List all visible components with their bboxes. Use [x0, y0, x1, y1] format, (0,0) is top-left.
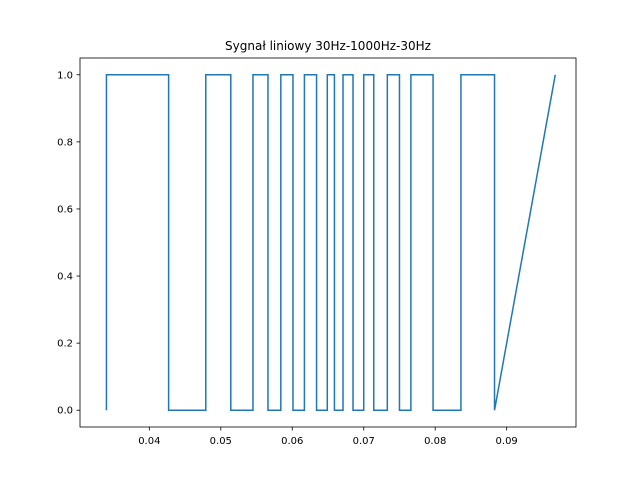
- x-tick-label: 0.08: [424, 436, 446, 447]
- y-tick-label: 0.6: [57, 204, 73, 215]
- y-tick-label: 0.2: [57, 339, 73, 350]
- x-tick-label: 0.06: [281, 436, 303, 447]
- axes: 0.04 0.05 0.06 0.07 0.08 0.09 0.0 0.2 0.4 0.6 0.8 1…: [57, 57, 577, 447]
- y-tick-label: 1.0: [57, 70, 73, 81]
- y-tick-label: 0.0: [57, 406, 73, 417]
- y-tick-label: 0.4: [57, 272, 73, 283]
- x-tick-label: 0.07: [353, 436, 375, 447]
- x-tick-label: 0.05: [210, 436, 232, 447]
- x-tick-label: 0.09: [496, 436, 518, 447]
- plot-area: [105, 74, 557, 411]
- y-tick-label: 0.8: [57, 137, 73, 148]
- series-line-0: [105, 74, 557, 411]
- chart-title: Sygnał liniowy 30Hz-1000Hz-30Hz: [225, 39, 431, 53]
- axes-frame: [79, 57, 577, 428]
- x-tick-label: 0.04: [138, 436, 160, 447]
